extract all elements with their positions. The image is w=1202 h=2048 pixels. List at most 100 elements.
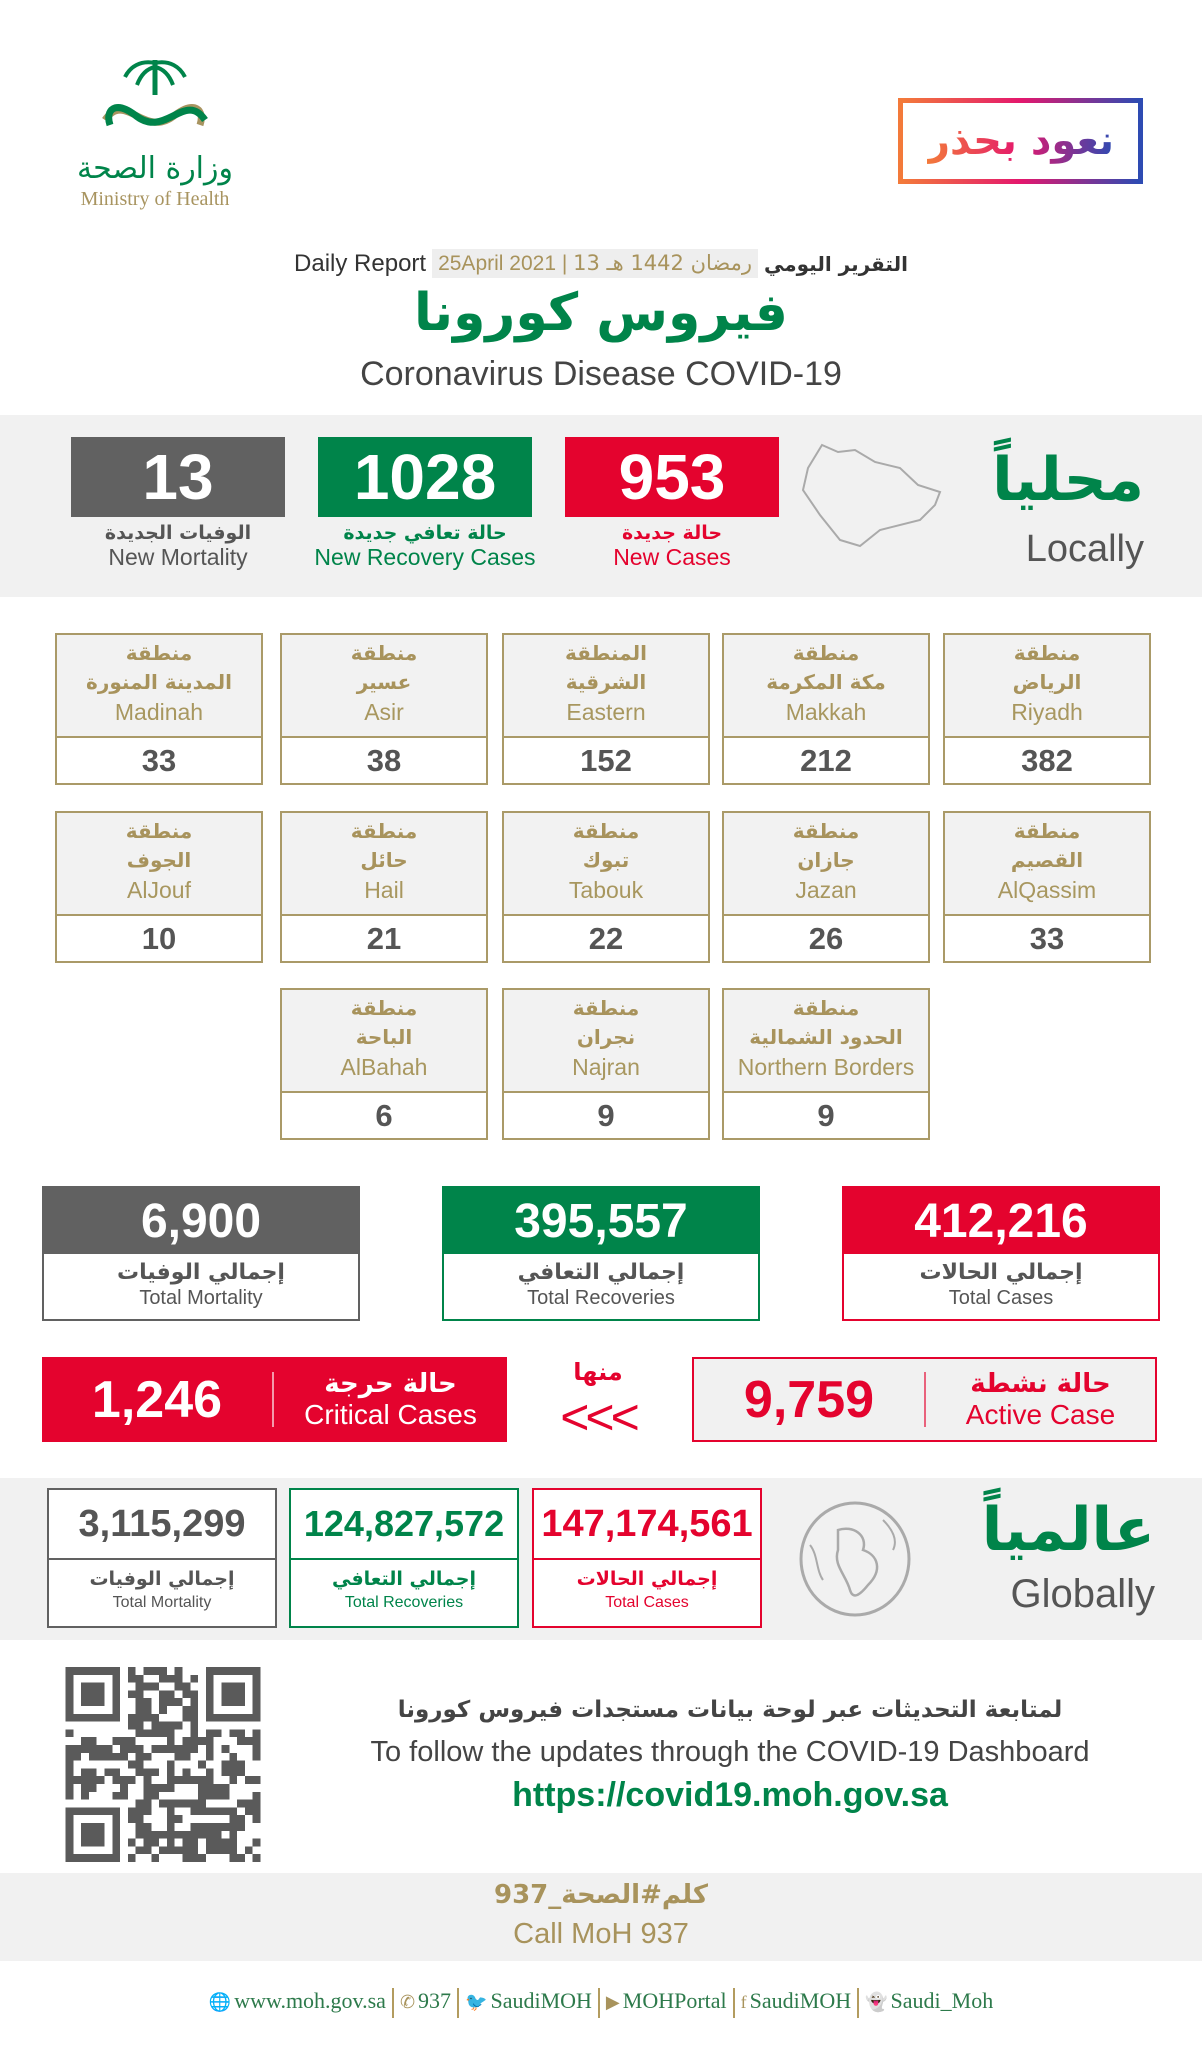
region-cases-value: 10	[141, 921, 177, 956]
total-recoveries-en: Total Recoveries	[527, 1287, 675, 1309]
region-name-ar: تبوك	[582, 848, 630, 872]
new-cases-en: New Cases	[613, 544, 731, 570]
new-recovery-label: حالة تعافي جديدة New Recovery Cases	[290, 522, 560, 571]
campaign-logo-text: نعود بحذر	[926, 118, 1115, 164]
region-name-ar: نجران	[576, 1025, 636, 1049]
dashboard-text-en: To follow the updates through the COVID-…	[370, 1736, 1090, 1768]
new-mortality-value: 13	[71, 437, 285, 517]
region-cases-value: 21	[366, 921, 402, 956]
active-case-ar: حالة نشطة	[970, 1368, 1111, 1399]
region-label-ar: منطقة	[792, 996, 860, 1020]
globe-icon	[799, 1501, 911, 1617]
global-mortality-en: Total Mortality	[112, 1594, 212, 1611]
total-recoveries-value: 395,557	[444, 1188, 758, 1254]
region-cases-value: 6	[375, 1098, 393, 1133]
region-label-ar: منطقة	[792, 819, 860, 843]
page-title-ar: فيروس كورونا	[414, 283, 788, 343]
region-header: منطقة المدينة المنورة Madinah	[57, 635, 261, 738]
qr-code-icon[interactable]	[63, 1667, 263, 1862]
total-cases-ar: إجمالي الحالات	[919, 1260, 1083, 1285]
campaign-logo: نعود بحذر	[898, 98, 1143, 184]
new-mortality-en: New Mortality	[108, 544, 248, 570]
total-cases-value: 412,216	[844, 1188, 1158, 1254]
region-label-ar: منطقة	[125, 819, 193, 843]
region-card: منطقة تبوك Tabouk 22	[502, 811, 710, 963]
region-card: منطقة القصيم AlQassim 33	[943, 811, 1151, 963]
total-cases-en: Total Cases	[948, 1287, 1054, 1309]
social-link[interactable]: MOHPortal	[622, 1988, 727, 2014]
region-label-ar: منطقة	[350, 996, 418, 1020]
social-link[interactable]: SaudiMOH	[490, 1988, 592, 2014]
region-name-en: Makkah	[785, 699, 867, 725]
region-header: منطقة الجوف AlJouf	[57, 813, 261, 916]
region-header: منطقة الرياض Riyadh	[945, 635, 1149, 738]
phone-icon: ✆	[399, 1992, 416, 2013]
region-header: منطقة نجران Najran	[504, 990, 708, 1093]
region-card: منطقة مكة المكرمة Makkah 212	[722, 633, 930, 785]
region-name-ar: الباحة	[355, 1025, 413, 1049]
region-card: منطقة الباحة AlBahah 6	[280, 988, 488, 1140]
moh-logo: وزارة الصحة Ministry of Health	[55, 55, 255, 225]
region-header: منطقة تبوك Tabouk	[504, 813, 708, 916]
page-title-en: Coronavirus Disease COVID-19	[360, 355, 842, 393]
palm-swords-emblem-icon	[102, 60, 208, 127]
global-recoveries-en: Total Recoveries	[344, 1594, 464, 1611]
region-name-en: Riyadh	[1011, 699, 1083, 725]
active-case-value: 9,759	[743, 1370, 875, 1429]
region-name-ar: حائل	[360, 848, 408, 872]
moh-logo-ar: وزارة الصحة	[77, 151, 233, 186]
critical-cases-card: 1,246 حالة حرجة Critical Cases	[42, 1357, 507, 1442]
region-cases-value: 152	[580, 743, 632, 778]
critical-cases-en: Critical Cases	[304, 1398, 477, 1430]
region-header: منطقة القصيم AlQassim	[945, 813, 1149, 916]
region-card: منطقة حائل Hail 21	[280, 811, 488, 963]
social-link[interactable]: www.moh.gov.sa	[234, 1988, 386, 2014]
region-label-ar: منطقة	[1013, 641, 1081, 665]
social-link[interactable]: 937	[418, 1988, 452, 2014]
total-cases-card: 412,216 إجمالي الحالات Total Cases	[842, 1186, 1160, 1321]
daily-report-en: Daily Report	[294, 249, 427, 277]
new-recovery-ar: حالة تعافي جديدة	[343, 522, 507, 544]
region-label-ar: منطقة	[350, 819, 418, 843]
call-hashtag: كلم#الصحة_937	[494, 1880, 708, 1910]
divider	[732, 1988, 735, 2018]
social-link[interactable]: Saudi_Moh	[890, 1988, 994, 2014]
arrows-left-icon: <<<	[560, 1389, 640, 1445]
divider	[597, 1988, 600, 2018]
global-mortality-ar: إجمالي الوفيات	[89, 1568, 235, 1590]
region-cases-value: 33	[1029, 921, 1065, 956]
region-name-ar: الرياض	[1012, 670, 1082, 694]
region-name-en: AlJouf	[127, 877, 191, 903]
new-cases-ar: حالة جديدة	[621, 522, 723, 544]
region-name-en: Eastern	[566, 699, 646, 725]
divider	[857, 1988, 860, 2018]
region-header: منطقة جازان Jazan	[724, 813, 928, 916]
region-name-ar: الحدود الشمالية	[749, 1025, 903, 1049]
total-mortality-value: 6,900	[44, 1188, 358, 1254]
new-recovery-value: 1028	[318, 437, 532, 517]
call-moh: Call MoH 937	[513, 1918, 689, 1950]
globe-icon: 🌐	[208, 1992, 232, 2013]
report-line: Daily Report 25April 2021 | 13 رمضان 144…	[0, 249, 1202, 278]
region-card: منطقة الجوف AlJouf 10	[55, 811, 263, 963]
social-link[interactable]: SaudiMOH	[749, 1988, 852, 2014]
saudi-map-icon	[801, 443, 942, 548]
region-label-ar: منطقة	[792, 641, 860, 665]
new-cases-value: 953	[565, 437, 779, 517]
region-label-ar: منطقة	[350, 641, 418, 665]
social-footer: 🌐 www.moh.gov.sa ✆ 937 🐦 SaudiMOH ▶ MOHPortal f S…	[0, 1988, 1202, 2018]
region-card: منطقة جازان Jazan 26	[722, 811, 930, 963]
region-name-ar: القصيم	[1010, 848, 1084, 872]
region-header: منطقة عسير Asir	[282, 635, 486, 738]
total-recoveries-ar: إجمالي التعافي	[517, 1260, 685, 1285]
region-cases-value: 9	[817, 1098, 835, 1133]
region-header: منطقة الحدود الشمالية Northern Borders	[724, 990, 928, 1093]
region-label-ar: منطقة	[1013, 819, 1081, 843]
region-name-en: Northern Borders	[737, 1054, 915, 1080]
region-card: منطقة المدينة المنورة Madinah 33	[55, 633, 263, 785]
critical-cases-value: 1,246	[91, 1370, 223, 1429]
dashboard-link[interactable]: https://covid19.moh.gov.sa	[512, 1776, 948, 1814]
active-case-card: 9,759 حالة نشطة Active Case	[692, 1357, 1157, 1442]
region-name-en: Asir	[364, 699, 404, 725]
global-mortality-value: 3,115,299	[49, 1490, 275, 1560]
